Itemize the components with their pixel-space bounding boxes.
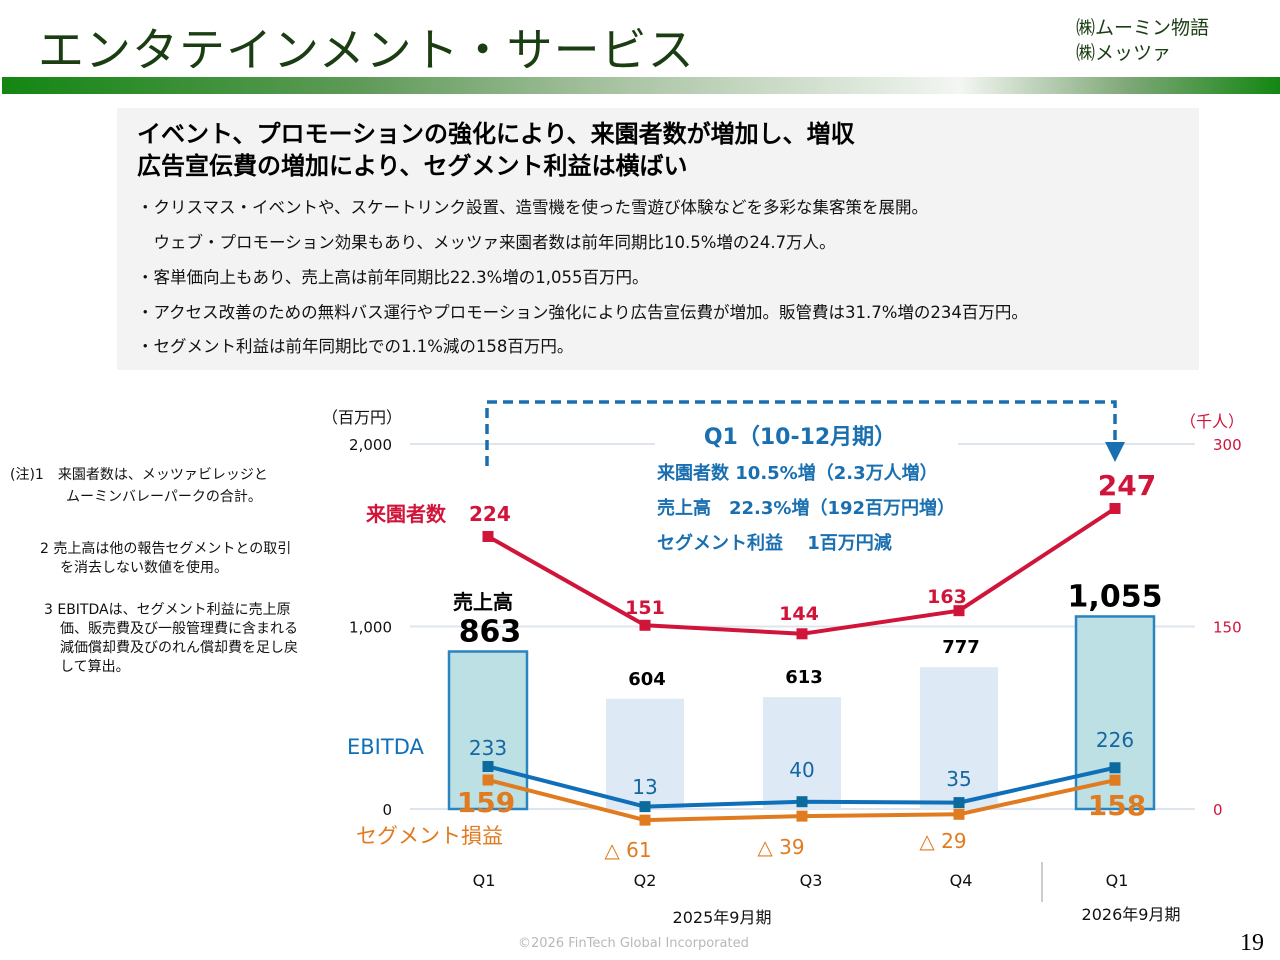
ebitda-marker — [639, 801, 651, 813]
callout-line: セグメント利益 1百万円減 — [657, 532, 892, 554]
left-axis-unit: （百万円） — [322, 408, 402, 427]
footnote-line: ムーミンバレーパークの合計。 — [66, 489, 262, 505]
revenue-value-label: 1,055 — [1068, 579, 1163, 614]
revenue-series-label: 売上高 — [453, 590, 513, 614]
category-label: Q1 — [1106, 871, 1129, 890]
summary-bullet: ウェブ・プロモーション効果もあり、メッツァ来園者数は前年同期比10.5%増の24… — [137, 233, 836, 252]
arrow-down-icon — [1105, 442, 1125, 462]
visitors-marker — [639, 619, 651, 631]
ebitda-marker — [953, 797, 965, 809]
category-label: Q2 — [634, 871, 657, 890]
period-label: 2026年9月期 — [1082, 905, 1181, 924]
visitors-series-label: 来園者数 — [365, 502, 447, 526]
visitors-marker — [796, 628, 808, 640]
revenue-bar — [606, 698, 684, 809]
revenue-value-label: 613 — [785, 667, 823, 688]
revenue-value-label: 777 — [942, 637, 980, 658]
segment-series-label: セグメント損益 — [356, 824, 503, 848]
summary-bullet: ・アクセス改善のための無料バス運行やプロモーション強化により広告宣伝費が増加。販… — [137, 303, 1028, 322]
footnote-line: (注)1 来園者数は、メッツァビレッジと — [10, 467, 268, 483]
right-axis-tick-label: 300 — [1213, 436, 1242, 454]
visitors-value-label: 151 — [625, 597, 665, 619]
ebitda-value-label: 40 — [789, 758, 814, 782]
footnote-line: 2 売上高は他の報告セグメントとの取引 — [40, 541, 292, 557]
visitors-marker — [1109, 502, 1121, 514]
segment-value-label: 159 — [457, 786, 515, 819]
callout-line: 来園者数 10.5%増（2.3万人増） — [656, 462, 938, 484]
category-label: Q3 — [800, 871, 823, 890]
summary-bullet: ・客単価向上もあり、売上高は前年同期比22.3%増の1,055百万円。 — [137, 268, 649, 287]
callout-line: 売上高 22.3%増（192百万円増） — [657, 497, 955, 519]
callout-bracket — [485, 400, 1117, 466]
segment-value-label: △ 61 — [604, 838, 651, 862]
footnote-line: して算出。 — [60, 659, 130, 675]
left-axis-tick-label: 1,000 — [349, 619, 392, 637]
segment-marker — [482, 774, 494, 786]
segment-value-label: 158 — [1088, 789, 1146, 822]
ebitda-value-label: 226 — [1096, 728, 1134, 752]
right-axis-unit: （千人） — [1180, 412, 1244, 431]
visitors-marker — [953, 605, 965, 617]
summary-box: イベント、プロモーションの強化により、来園者数が増加し、増収 広告宣伝費の増加に… — [117, 108, 1199, 370]
ebitda-value-label: 35 — [946, 767, 971, 791]
company-names: ㈱ムーミン物語 ㈱メッツァ — [1076, 16, 1209, 66]
footnote-line: 価、販売費及び一般管理費に含まれる — [60, 621, 298, 637]
segment-marker — [1109, 774, 1121, 786]
visitors-value-label: 144 — [779, 603, 819, 625]
company-name: ㈱ムーミン物語 — [1076, 17, 1210, 39]
segment-marker — [953, 808, 965, 820]
ebitda-marker — [1109, 762, 1121, 774]
ebitda-value-label: 233 — [469, 736, 507, 760]
summary-bullet: ・クリスマス・イベントや、スケートリンク設置、造雪機を使った雪遊び体験などを多彩… — [137, 198, 929, 217]
footnote-line: 減価償却費及びのれん償却費を足し戻 — [60, 640, 298, 656]
category-label: Q4 — [950, 871, 973, 890]
revenue-bar — [920, 667, 998, 809]
callout-title: Q1（10-12月期） — [704, 425, 896, 450]
category-label: Q1 — [473, 871, 496, 890]
segment-value-label: △ 29 — [919, 829, 966, 853]
visitors-value-label: 224 — [469, 502, 511, 526]
summary-headline: イベント、プロモーションの強化により、来園者数が増加し、増収 — [137, 120, 855, 148]
revenue-bar — [763, 697, 841, 809]
footnote-line: を消去しない数値を使用。 — [60, 560, 228, 576]
left-axis-tick-label: 2,000 — [349, 436, 392, 454]
page-number: 19 — [1240, 930, 1264, 956]
ebitda-marker — [482, 760, 494, 772]
segment-marker — [639, 814, 651, 826]
ebitda-series-label: EBITDA — [347, 735, 424, 759]
ebitda-value-label: 13 — [632, 775, 657, 799]
period-label: 2025年9月期 — [673, 908, 772, 927]
summary-headline: 広告宣伝費の増加により、セグメント利益は横ばい — [137, 152, 688, 180]
segment-value-label: △ 39 — [757, 835, 804, 859]
copyright: ©2026 FinTech Global Incorporated — [518, 936, 749, 951]
visitors-marker — [482, 530, 494, 542]
visitors-value-label: 247 — [1098, 469, 1156, 502]
summary-bullet: ・セグメント利益は前年同期比での1.1%減の158百万円。 — [137, 337, 574, 356]
segment-marker — [796, 810, 808, 822]
company-name: ㈱メッツァ — [1076, 42, 1172, 64]
right-axis-tick-label: 150 — [1213, 619, 1242, 637]
revenue-value-label: 604 — [628, 669, 666, 690]
page-title: エンタテインメント・サービス — [38, 23, 695, 77]
right-axis-tick-label: 0 — [1213, 801, 1223, 819]
visitors-value-label: 163 — [927, 586, 967, 608]
ebitda-marker — [796, 796, 808, 808]
revenue-value-label: 863 — [459, 615, 522, 650]
footnote-line: 3 EBITDAは、セグメント利益に売上原 — [44, 602, 291, 618]
title-gradient-bar — [2, 77, 1280, 94]
left-axis-tick-label: 0 — [382, 801, 392, 819]
